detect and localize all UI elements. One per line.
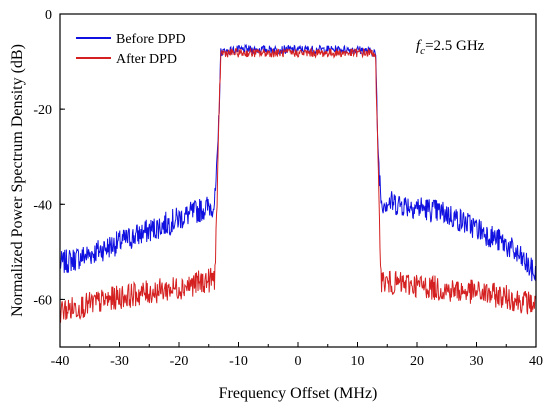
annotation-subscript: c (420, 45, 425, 57)
x-tick-label: -30 (110, 354, 129, 369)
y-tick-label: -60 (33, 293, 52, 308)
series-line-before-dpd (59, 43, 537, 282)
x-tick-label: 40 (529, 354, 543, 369)
legend: Before DPD After DPD (76, 32, 186, 67)
ticks-layer: -40 -30 -20 -10 0 10 20 30 40 0 -20 -40 -60 (33, 8, 543, 369)
annotation-value: =2.5 GHz (425, 38, 485, 54)
series-line-after-dpd (59, 46, 537, 323)
y-axis-title: Normalized Power Spectrum Density (dB) (9, 44, 26, 317)
x-tick-label: 30 (470, 354, 484, 369)
x-tick-label: 20 (410, 354, 424, 369)
y-tick-label: -40 (33, 198, 52, 213)
legend-label-before-dpd: Before DPD (116, 32, 186, 47)
x-axis-title: Frequency Offset (MHz) (219, 385, 378, 402)
annotation-symbol: f (416, 38, 422, 54)
carrier-frequency-annotation: fc=2.5 GHz (416, 38, 485, 57)
x-tick-label: -20 (170, 354, 189, 369)
x-tick-label: -40 (51, 354, 70, 369)
x-tick-label: 10 (351, 354, 365, 369)
x-tick-label: -10 (229, 354, 248, 369)
y-tick-label: -20 (33, 103, 52, 118)
series-layer (59, 43, 537, 323)
x-tick-label: 0 (295, 354, 302, 369)
y-tick-label: 0 (45, 8, 52, 23)
legend-label-after-dpd: After DPD (116, 52, 177, 67)
